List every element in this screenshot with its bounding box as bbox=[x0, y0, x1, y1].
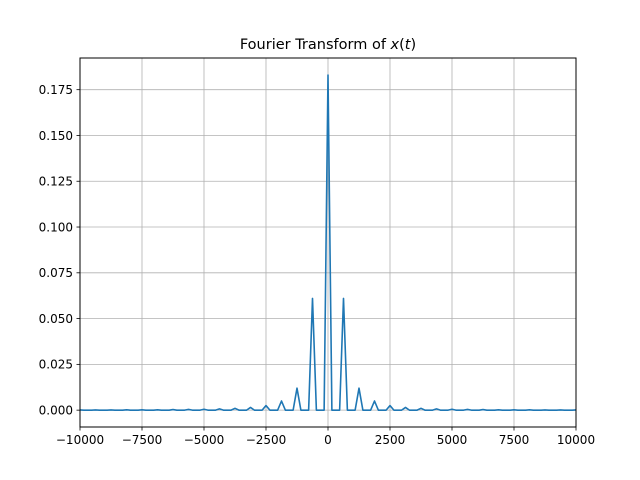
x-tick-label: 10000 bbox=[557, 433, 595, 447]
y-tick-label: 0.000 bbox=[39, 403, 73, 417]
x-tick-label: 2500 bbox=[375, 433, 406, 447]
y-axis: 0.000 0.025 0.050 0.075 0.100 0.125 0.150 0.175 bbox=[39, 83, 80, 417]
x-axis: −10000 −7500 −5000 −2500 0 2500 5000 7500 10000 bbox=[56, 427, 595, 447]
x-tick-label: 7500 bbox=[499, 433, 530, 447]
y-tick-label: 0.175 bbox=[39, 83, 73, 97]
x-tick-label: 5000 bbox=[437, 433, 468, 447]
y-tick-label: 0.100 bbox=[39, 220, 73, 234]
x-tick-label: −5000 bbox=[184, 433, 225, 447]
x-tick-label: −2500 bbox=[246, 433, 287, 447]
series-line bbox=[79, 74, 577, 411]
y-tick-label: 0.150 bbox=[39, 129, 73, 143]
series-group bbox=[79, 74, 577, 411]
y-tick-label: 0.075 bbox=[39, 266, 73, 280]
x-tick-label: −10000 bbox=[56, 433, 104, 447]
title-math-t: t bbox=[405, 37, 412, 53]
x-tick-label: 0 bbox=[324, 433, 332, 447]
y-tick-label: 0.050 bbox=[39, 312, 73, 326]
chart-title: Fourier Transform of x(t) bbox=[240, 37, 416, 53]
y-tick-label: 0.125 bbox=[39, 175, 73, 189]
title-math-open: ( bbox=[399, 37, 405, 53]
title-text: Fourier Transform of bbox=[240, 37, 391, 53]
title-math-close: ) bbox=[410, 37, 416, 53]
x-tick-label: −7500 bbox=[122, 433, 163, 447]
title-math-x: x bbox=[390, 37, 400, 53]
y-tick-label: 0.025 bbox=[39, 358, 73, 372]
